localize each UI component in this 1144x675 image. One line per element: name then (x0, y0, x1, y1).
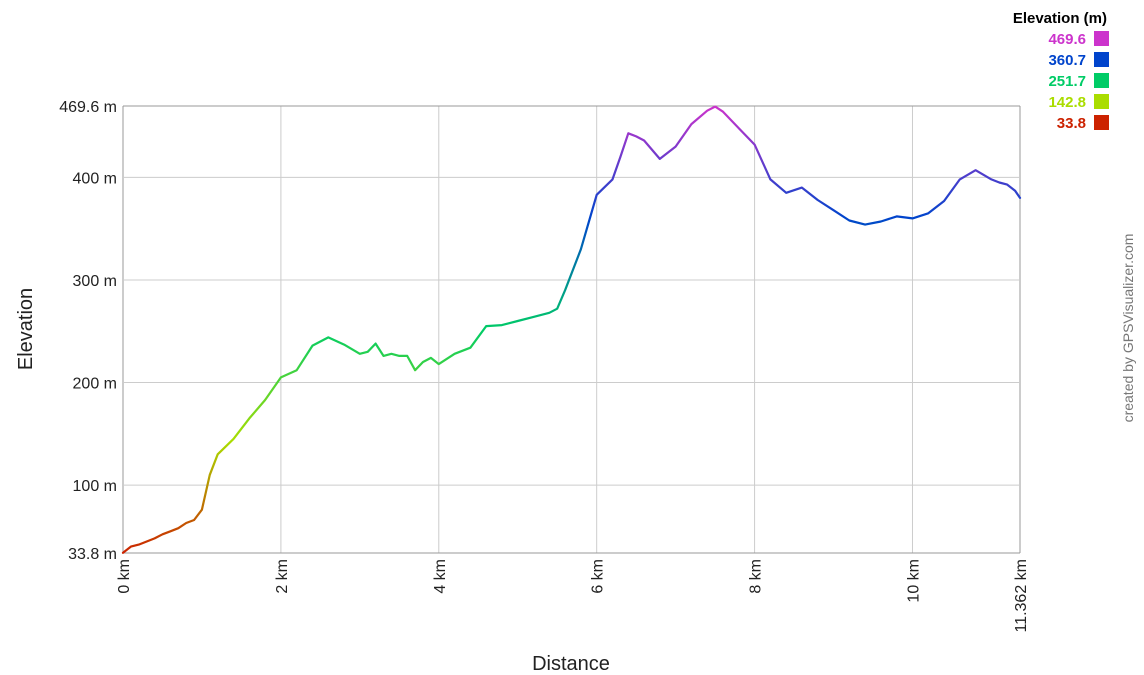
elevation-series (121, 105, 1022, 554)
legend-value: 142.8 (1048, 94, 1086, 111)
x-tick-label: 10 km (905, 559, 922, 603)
legend-value: 33.8 (1057, 115, 1086, 132)
y-tick-label: 100 m (73, 478, 117, 495)
x-tick-label: 4 km (432, 559, 449, 594)
x-tick-label: 2 km (274, 559, 291, 594)
legend-value: 360.7 (1048, 52, 1086, 69)
y-tick-label: 200 m (73, 376, 117, 393)
legend-swatch (1094, 31, 1109, 46)
y-tick-label: 33.8 m (68, 546, 117, 563)
legend-swatch (1094, 52, 1109, 67)
legend-title: Elevation (m) (1013, 10, 1107, 27)
x-axis-title: Distance (532, 653, 610, 675)
legend-value: 469.6 (1048, 31, 1086, 48)
y-axis-title: Elevation (15, 288, 37, 370)
y-tick-label: 469.6 m (59, 99, 117, 116)
y-tick-label: 300 m (73, 273, 117, 290)
x-tick-label: 11.362 km (1013, 559, 1030, 633)
x-tick-label: 0 km (116, 559, 133, 594)
legend-swatch (1094, 94, 1109, 109)
legend-value: 251.7 (1048, 73, 1086, 90)
y-tick-label: 400 m (73, 170, 117, 187)
legend-swatch (1094, 73, 1109, 88)
legend: Elevation (m) 469.6 360.7 251.7 142.8 33.8 (1013, 10, 1109, 132)
y-axis-ticks: 33.8 m 100 m 200 m 300 m 400 m 469.6 m (59, 99, 117, 563)
legend-swatch (1094, 115, 1109, 130)
elevation-line (121, 105, 1022, 554)
x-tick-label: 6 km (590, 559, 607, 594)
credit-text: created by GPSVisualizer.com (1120, 234, 1136, 423)
grid-lines (122, 105, 1021, 554)
x-tick-label: 8 km (748, 559, 765, 594)
x-axis-ticks: 0 km 2 km 4 km 6 km 8 km 10 km 11.362 km (116, 559, 1030, 633)
